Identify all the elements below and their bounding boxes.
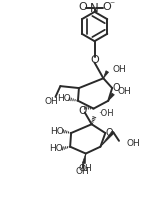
Polygon shape	[108, 93, 114, 101]
Text: O: O	[102, 2, 111, 12]
Polygon shape	[82, 154, 86, 164]
Text: OH: OH	[117, 88, 131, 97]
Text: O: O	[105, 128, 113, 138]
Text: O: O	[90, 55, 99, 65]
Text: N: N	[90, 2, 99, 15]
Text: OH: OH	[112, 65, 126, 74]
Text: O: O	[112, 83, 120, 93]
Text: OH: OH	[79, 164, 93, 173]
Text: HO: HO	[57, 94, 71, 103]
Polygon shape	[103, 71, 109, 78]
Text: HO: HO	[50, 144, 63, 153]
Text: OH: OH	[45, 97, 58, 106]
Text: ·OH: ·OH	[98, 109, 114, 118]
Text: HO: HO	[51, 126, 64, 136]
Text: O: O	[78, 2, 87, 12]
Text: OH: OH	[76, 167, 90, 176]
Text: O: O	[79, 106, 87, 116]
Polygon shape	[100, 131, 114, 147]
Text: OH: OH	[127, 139, 141, 148]
Text: ⁻: ⁻	[110, 0, 115, 10]
